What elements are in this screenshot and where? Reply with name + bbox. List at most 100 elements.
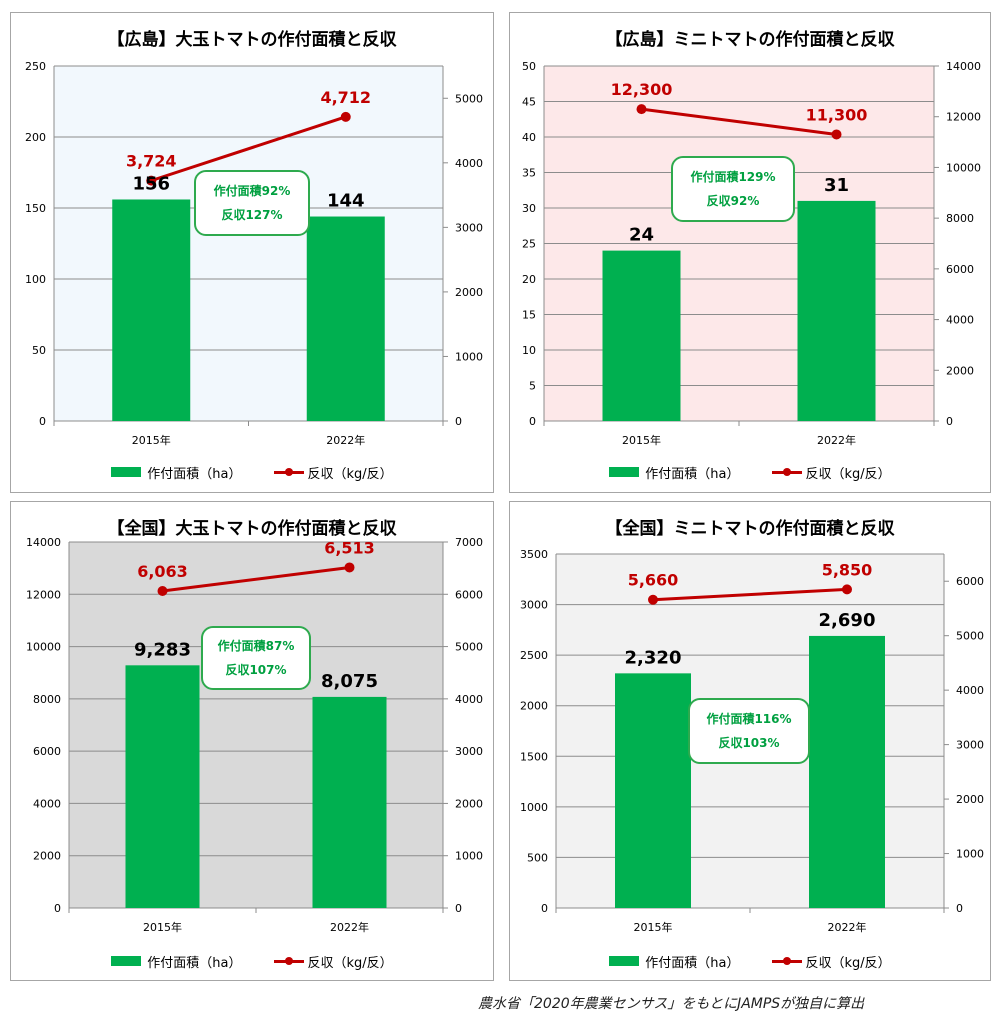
yield-line [162,565,350,593]
y2-tick-label: 0 [455,902,462,915]
y-tick-label: 12000 [26,588,61,601]
ratio-annotation: 作付面積129% 反収92% [671,156,795,222]
y2-tick-label: 4000 [455,693,483,706]
ratio-annotation: 作付面積87% 反収107% [201,626,311,690]
y2-tick-label: 6000 [956,575,984,588]
bar [602,250,681,421]
legend-line-swatch [771,466,802,478]
y2-tick-label: 2000 [455,797,483,810]
x-tick-label: 2015年 [143,920,182,934]
y-tick-label: 2000 [520,700,548,713]
plot-area [69,542,443,908]
legend-area-label: 作付面積（ha） [147,466,242,482]
chart-legend: 作付面積（ha） 反収（kg/反） [510,462,990,482]
chart-plot: 0 2000 4000 6000 8000 10000 12000 14000 0 1000 200… [26,536,483,934]
legend-item-yield: 反収（kg/反） [273,463,393,482]
chart-panel-national-mini-tomato: 【全国】ミニトマトの作付面積と反収 0 500 1000 1500 2000 2500 30… [509,501,991,981]
yield-data-label: 5,660 [628,571,679,590]
area-ratio-text: 作付面積87% [217,639,295,653]
legend-item-area: 作付面積（ha） [609,952,740,971]
y-tick-label: 150 [25,202,46,215]
y-tick-label: 1500 [520,750,548,763]
chart-title: 【広島】ミニトマトの作付面積と反収 [605,30,895,50]
legend-item-area: 作付面積（ha） [609,463,740,482]
x-tick-label: 2015年 [622,433,661,447]
yield-data-label: 6,063 [137,562,188,581]
y2-tick-label: 1000 [956,848,984,861]
y2-tick-label: 7000 [455,536,483,549]
y-tick-label: 30 [522,202,536,215]
y2-tick-label: 8000 [946,212,974,225]
ratio-annotation: 作付面積92% 反収127% [194,170,310,236]
y2-tick-label: 3000 [455,221,483,234]
chart-panel-hiroshima-mini-tomato: 【広島】ミニトマトの作付面積と反収 0 5 10 15 20 25 30 35 40 45 50 0 2… [509,12,991,493]
yield-point [842,584,852,595]
chart-legend: 作付面積（ha） 反収（kg/反） [11,951,493,971]
legend-area-label: 作付面積（ha） [645,955,740,971]
bar [125,665,200,908]
bar [312,696,387,908]
y-tick-label: 15 [522,309,536,322]
y2-tick-label: 6000 [455,588,483,601]
y-tick-label: 20 [522,273,536,286]
yield-point [831,129,842,140]
y-tick-label: 2500 [520,649,548,662]
chart-legend: 作付面積（ha） 反収（kg/反） [510,951,990,971]
bar [797,200,876,421]
yield-point [146,175,157,186]
y2-tick-label: 0 [956,902,963,915]
area-ratio-text: 作付面積92% [213,184,291,198]
yield-point [344,562,355,573]
y2-tick-label: 6000 [946,263,974,276]
y2-tick-label: 4000 [956,684,984,697]
source-note: 農水省「2020年農業センサス」をもとにJAMPSが独自に算出 [478,996,865,1012]
legend-item-area: 作付面積（ha） [111,952,242,971]
chart-legend: 作付面積（ha） 反収（kg/反） [11,462,493,482]
y2-tick-label: 4000 [946,314,974,327]
y-tick-label: 0 [39,415,46,428]
y-tick-label: 0 [529,415,536,428]
yield-data-label: 4,712 [320,88,371,107]
y2-tick-label: 2000 [946,364,974,377]
legend-yield-label: 反収（kg/反） [307,955,393,971]
y-tick-label: 50 [522,60,536,73]
area-ratio-text: 作付面積116% [706,712,792,726]
x-tick-label: 2022年 [817,433,856,447]
y2-tick-label: 10000 [946,161,981,174]
y-tick-label: 0 [54,902,61,915]
yield-data-label: 6,513 [324,538,375,557]
bar [306,216,385,421]
y-tick-label: 10 [522,344,536,357]
y2-tick-label: 4000 [455,157,483,170]
chart-panel-national-large-tomato: 【全国】大玉トマトの作付面積と反収 0 2000 4000 6000 8000 10000… [10,501,494,981]
legend-line-swatch [273,955,304,967]
bar-data-label: 2,690 [819,610,876,631]
yield-ratio-text: 反収103% [718,736,780,750]
yield-point [648,594,658,605]
y-tick-label: 25 [522,238,536,251]
yield-ratio-text: 反収107% [225,663,287,677]
area-ratio-text: 作付面積129% [690,170,776,184]
yield-point [636,104,647,115]
x-tick-label: 2022年 [330,920,369,934]
y2-tick-label: 3000 [455,745,483,758]
x-tick-label: 2022年 [326,433,365,447]
bar-data-label: 8,075 [321,671,378,692]
y2-tick-label: 2000 [455,286,483,299]
chart-panel-hiroshima-large-tomato: 【広島】大玉トマトの作付面積と反収 0 50 100 150 200 250 0 1000 20… [10,12,494,493]
legend-bar-swatch [111,467,142,477]
chart-title: 【広島】大玉トマトの作付面積と反収 [107,30,397,50]
yield-line [150,115,347,183]
yield-point [157,585,168,596]
y2-tick-label: 1000 [455,850,483,863]
y2-tick-label: 3000 [956,739,984,752]
y2-tick-label: 0 [455,415,462,428]
y2-tick-label: 2000 [956,793,984,806]
yield-data-label: 11,300 [806,105,868,124]
yield-data-label: 5,850 [822,560,873,579]
y-tick-label: 0 [541,902,548,915]
bar-data-label: 31 [824,175,849,196]
y-tick-label: 5 [529,380,536,393]
y-tick-label: 100 [25,273,46,286]
y-tick-label: 3500 [520,548,548,561]
